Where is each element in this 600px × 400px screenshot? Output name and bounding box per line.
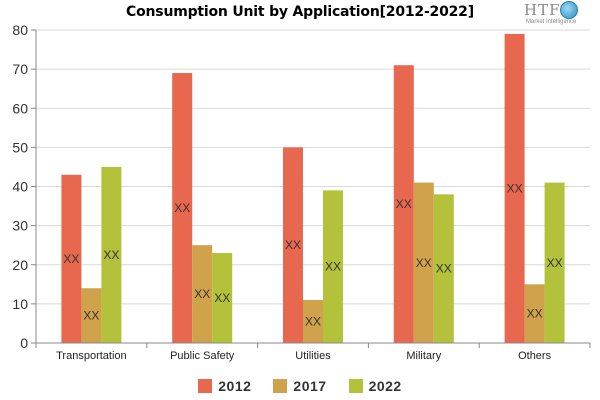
y-tick-label-10: 10 (12, 296, 28, 312)
label-layer: XX XX XX XX XX XX XX XX XX XX XX XX XX XX XX (63, 181, 562, 328)
bar-2017-1 (192, 245, 213, 343)
data-label-2012-3: XX (396, 197, 412, 211)
x-tick-label-2: Utilities (295, 350, 331, 362)
legend-item-2017: 2017 (273, 378, 326, 394)
bar-2022-4 (544, 182, 565, 343)
bar-2022-1 (212, 253, 233, 343)
axis-layer: 0 10 20 30 40 50 60 70 80 Transportation Public Sa… (12, 22, 591, 362)
data-label-2012-4: XX (507, 181, 523, 195)
bar-2017-3 (413, 182, 434, 343)
bar-2022-0 (101, 166, 122, 343)
y-tick-label-30: 30 (12, 218, 28, 234)
data-label-2017-3: XX (416, 256, 432, 270)
data-label-2017-1: XX (194, 287, 210, 301)
data-label-2012-1: XX (174, 201, 190, 215)
legend: 2012 2017 2022 (0, 376, 600, 396)
bar-2022-3 (433, 194, 454, 343)
data-label-2017-2: XX (305, 314, 321, 328)
bar-2012-1 (172, 73, 193, 343)
legend-swatch-2022 (348, 379, 363, 393)
x-tick-label-0: Transportation (56, 350, 127, 362)
data-label-2022-1: XX (214, 291, 230, 305)
data-label-2022-0: XX (103, 248, 119, 262)
bar-2012-4 (504, 33, 525, 343)
legend-label-2017: 2017 (293, 378, 327, 394)
y-tick-label-80: 80 (12, 22, 28, 38)
data-label-2017-0: XX (83, 309, 99, 323)
bar-2012-2 (283, 147, 303, 343)
x-tick-label-4: Others (518, 350, 552, 362)
data-label-2022-3: XX (436, 262, 452, 276)
bar-chart-plot: XX XX XX XX XX XX XX XX XX XX XX XX XX XX XX 0 10 20 30 40… (12, 22, 591, 362)
chart-title: Consumption Unit by Application[2012-202… (126, 4, 474, 20)
legend-item-2012: 2012 (198, 378, 251, 394)
legend-label-2012: 2012 (218, 378, 252, 394)
y-tick-label-0: 0 (20, 335, 28, 351)
legend-label-2022: 2022 (368, 378, 402, 394)
y-tick-label-70: 70 (12, 61, 28, 77)
y-tick-label-60: 60 (12, 100, 28, 116)
htf-logo: HTF Market Intelligence (520, 0, 590, 30)
data-label-2012-0: XX (63, 252, 79, 266)
y-tick-label-50: 50 (12, 139, 28, 155)
bar-2012-0 (61, 174, 82, 343)
data-label-2022-2: XX (325, 260, 341, 274)
bar-layer (61, 33, 565, 344)
bar-2017-4 (524, 284, 545, 343)
bar-2012-3 (393, 65, 414, 344)
logo-text: HTF (524, 1, 561, 19)
data-label-2022-4: XX (547, 256, 563, 270)
bar-2017-2 (303, 299, 323, 343)
grid-layer (36, 29, 590, 344)
legend-item-2022: 2022 (348, 378, 402, 394)
x-tick-label-1: Public Safety (170, 350, 235, 362)
legend-swatch-2012 (198, 379, 213, 393)
logo-subtext: Market Intelligence (526, 19, 577, 25)
legend-swatch-2017 (273, 379, 288, 393)
y-tick-label-20: 20 (12, 257, 28, 273)
bar-2017-0 (81, 288, 102, 343)
y-tick-label-40: 40 (12, 179, 28, 195)
bar-2022-2 (323, 190, 343, 343)
data-label-2012-2: XX (285, 238, 301, 252)
data-label-2017-4: XX (527, 307, 543, 321)
globe-icon (560, 1, 578, 19)
x-tick-label-3: Military (406, 350, 441, 362)
